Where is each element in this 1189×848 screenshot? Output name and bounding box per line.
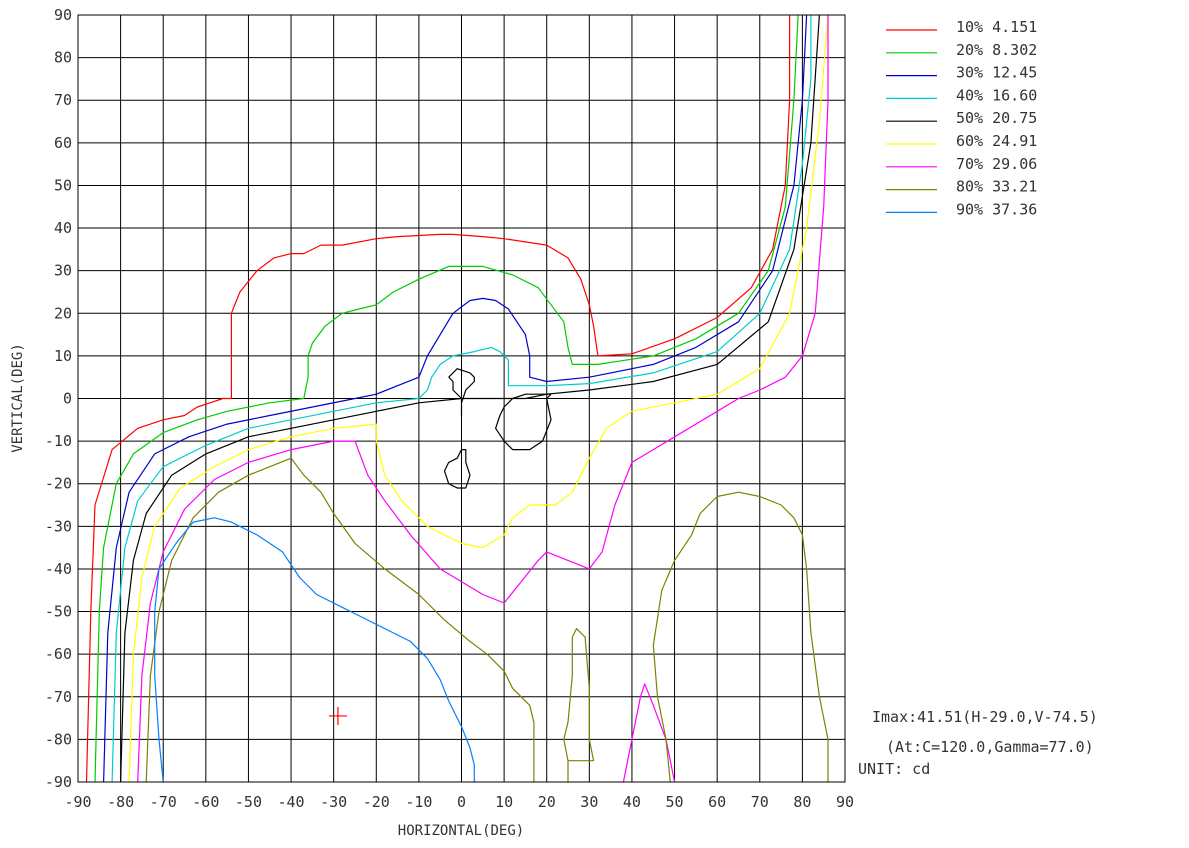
- imax-text: Imax:41.51(H-29.0,V-74.5): [872, 708, 1098, 726]
- legend-label: 70% 29.06: [956, 155, 1037, 173]
- y-tick-label: -10: [45, 432, 72, 450]
- x-tick-label: -90: [64, 793, 91, 811]
- y-tick-label: 0: [63, 390, 72, 408]
- y-tick-labels: 90 80 70 60 50 40 30 20 10 0 -10 -20 -30 -40 -50 -60 -70…: [45, 6, 72, 791]
- y-tick-label: 40: [54, 219, 72, 237]
- contour-line-5: [443, 449, 471, 489]
- contour-line-1: [85, 15, 791, 783]
- contour-curves: [85, 14, 829, 783]
- legend-label: 30% 12.45: [956, 64, 1037, 82]
- legend-label: 50% 20.75: [956, 109, 1037, 127]
- contour-line-5: [448, 368, 475, 417]
- x-tick-label: -30: [320, 793, 347, 811]
- contour-line-4: [111, 15, 812, 783]
- y-tick-label: -90: [45, 773, 72, 791]
- y-tick-label: 70: [54, 91, 72, 109]
- legend-label: 40% 16.60: [956, 86, 1037, 104]
- x-tick-label: -60: [192, 793, 219, 811]
- x-tick-label: 0: [457, 793, 466, 811]
- x-tick-label: 70: [751, 793, 769, 811]
- contour-line-2: [94, 14, 799, 783]
- measurement-angle-text: (At:C=120.0,Gamma=77.0): [886, 738, 1094, 756]
- contour-line-8: [563, 628, 595, 782]
- contour-line-8: [652, 491, 829, 783]
- contour-line-5: [495, 393, 552, 451]
- x-tick-label: -20: [363, 793, 390, 811]
- legend-label: 80% 33.21: [956, 178, 1037, 196]
- x-tick-label: -50: [235, 793, 262, 811]
- y-axis-title: VERTICAL(DEG): [10, 343, 26, 453]
- y-tick-label: 90: [54, 6, 72, 24]
- y-tick-label: 60: [54, 134, 72, 152]
- x-tick-label: 30: [580, 793, 598, 811]
- y-tick-label: -60: [45, 645, 72, 663]
- contour-line-3: [103, 14, 808, 783]
- x-tick-label: -10: [405, 793, 432, 811]
- legend-label: 20% 8.302: [956, 41, 1037, 59]
- y-tick-label: 20: [54, 304, 72, 322]
- x-tick-label: 60: [708, 793, 726, 811]
- y-tick-label: 30: [54, 262, 72, 280]
- contour-line-7: [137, 15, 829, 783]
- x-tick-labels: -90 -80 -70 -60 -50 -40 -30 -20 -10 0 10 20 30 40 50 60…: [64, 793, 854, 811]
- x-tick-label: 80: [793, 793, 811, 811]
- x-tick-label: 90: [836, 793, 854, 811]
- x-tick-label: 20: [538, 793, 556, 811]
- y-tick-label: 10: [54, 347, 72, 365]
- y-tick-label: 50: [54, 176, 72, 194]
- y-tick-label: -40: [45, 560, 72, 578]
- x-tick-label: -40: [278, 793, 305, 811]
- x-tick-label: -70: [150, 793, 177, 811]
- x-tick-label: -80: [107, 793, 134, 811]
- contour-line-7: [622, 683, 676, 783]
- y-tick-label: -50: [45, 603, 72, 621]
- x-tick-label: 10: [495, 793, 513, 811]
- contour-line-6: [128, 14, 829, 783]
- x-axis-title: HORIZONTAL(DEG): [398, 823, 524, 839]
- contour-line-8: [145, 457, 535, 783]
- y-tick-label: -30: [45, 517, 72, 535]
- contour-line-9: [154, 517, 475, 783]
- imax-marker: [328, 706, 347, 725]
- x-tick-label: 40: [623, 793, 641, 811]
- y-tick-label: 80: [54, 49, 72, 67]
- y-tick-label: -70: [45, 688, 72, 706]
- plot-frame: [77, 14, 846, 783]
- legend-label: 10% 4.151: [956, 18, 1037, 36]
- y-tick-label: -80: [45, 730, 72, 748]
- y-tick-label: -20: [45, 475, 72, 493]
- unit-text: UNIT: cd: [858, 760, 930, 778]
- x-tick-label: 50: [666, 793, 684, 811]
- legend-label: 90% 37.36: [956, 200, 1037, 218]
- legend-label: 60% 24.91: [956, 132, 1037, 150]
- legend: 10% 4.151 20% 8.302 30% 12.45 40% 16.60 50% …: [886, 18, 1037, 218]
